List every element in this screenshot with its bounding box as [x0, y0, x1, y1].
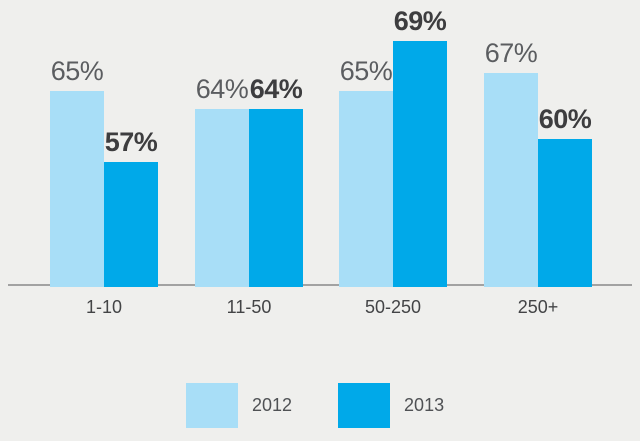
legend-item-2013: 2013 [338, 383, 444, 428]
bar-2013-250+ [538, 139, 592, 287]
value-label-2013-250+: 60% [538, 104, 592, 134]
bar-2013-11-50 [249, 109, 303, 287]
value-label-2012-1-10: 65% [50, 56, 104, 86]
value-label-2013-1-10: 57% [104, 127, 158, 157]
value-label-2012-250+: 67% [484, 38, 538, 68]
legend-swatch-2012 [186, 383, 238, 428]
category-label-250+: 250+ [517, 297, 559, 317]
category-label-1-10: 1-10 [85, 297, 123, 317]
legend-label-2013: 2013 [404, 395, 445, 415]
x-axis-line [8, 284, 632, 286]
value-label-2012-50-250: 65% [339, 56, 393, 86]
value-label-2012-11-50: 64% [195, 74, 249, 104]
bar-2012-250+ [484, 73, 538, 287]
legend-label-2012: 2012 [252, 395, 293, 415]
legend: 2012 2013 [186, 383, 444, 428]
category-label-11-50: 11-50 [226, 297, 272, 317]
value-label-2013-11-50: 64% [249, 74, 303, 104]
bar-2012-11-50 [195, 109, 249, 287]
bar-2013-1-10 [104, 162, 158, 287]
bar-2012-1-10 [50, 91, 104, 287]
legend-swatch-2013 [338, 383, 391, 428]
bar-2012-50-250 [339, 91, 393, 287]
value-label-2013-50-250: 69% [393, 6, 447, 36]
category-label-50-250: 50-250 [364, 297, 422, 317]
bar-2013-50-250 [393, 41, 447, 287]
legend-item-2012: 2012 [186, 383, 292, 428]
